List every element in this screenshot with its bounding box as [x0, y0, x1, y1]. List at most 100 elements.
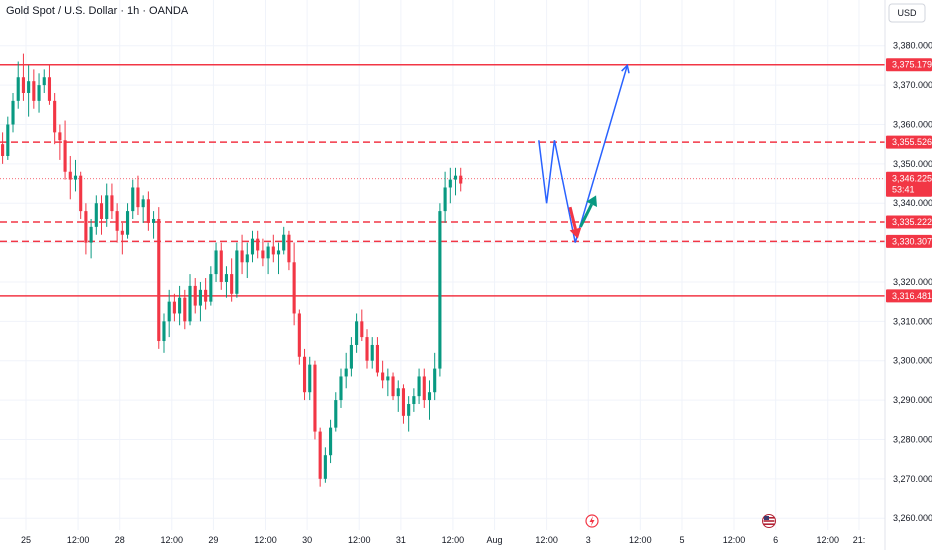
up-arrow-head: [586, 195, 598, 207]
x-tick-label: 29: [208, 535, 218, 545]
candle: [125, 203, 130, 239]
candle: [297, 309, 301, 365]
y-tick-label: 3,350.000: [893, 159, 932, 169]
horizontal-levels: [0, 63, 885, 297]
candle: [204, 278, 208, 310]
candle: [167, 289, 171, 338]
candle-body: [401, 388, 406, 416]
candle: [407, 396, 411, 432]
candle-body: [407, 404, 411, 416]
candle-body: [339, 376, 343, 401]
x-tick-label: 12:00: [442, 535, 465, 545]
candle: [178, 285, 182, 326]
time-axis[interactable]: 25 12:00 28 12:00 29 12:00 30 12:00 31 12:00 Aug 12…: [21, 535, 865, 545]
candle-body: [105, 195, 109, 219]
candle: [438, 203, 442, 377]
level-price-text: 3,355.526: [892, 137, 932, 147]
candle: [84, 203, 88, 255]
candle-body: [32, 81, 36, 101]
candle: [136, 175, 140, 216]
candle-body: [21, 77, 25, 93]
candle-body: [297, 313, 301, 357]
candle-body: [79, 175, 83, 212]
candle: [375, 337, 379, 377]
candle: [323, 447, 327, 483]
candle-body: [167, 301, 171, 322]
candle: [27, 65, 31, 117]
level-price-tag: [886, 234, 932, 248]
up-arrow-shaft: [579, 203, 593, 228]
candle: [412, 388, 416, 412]
y-tick-label: 3,370.000: [893, 80, 932, 90]
candle: [235, 242, 239, 298]
price-axis[interactable]: 3,380.000 3,370.000 3,360.000 3,350.000 3,34…: [893, 41, 932, 523]
y-tick-label: 3,280.000: [893, 434, 932, 444]
candle: [261, 238, 265, 267]
candle: [396, 380, 400, 412]
candle-body: [313, 364, 317, 432]
level-price-text: 3,316.481: [892, 291, 932, 301]
projection-drawings: [538, 63, 630, 243]
candle-body: [292, 262, 296, 314]
candle: [6, 116, 10, 160]
x-tick-label: 6: [773, 535, 778, 545]
currency-button[interactable]: USD: [888, 3, 926, 23]
current-price-text: 3,346.225: [892, 174, 932, 184]
candle-body: [240, 250, 244, 263]
flash-event-icon[interactable]: [585, 514, 599, 528]
candle-body: [99, 203, 104, 219]
candle-body: [6, 124, 10, 156]
candle-body: [37, 85, 41, 101]
candle: [250, 230, 255, 263]
candle: [349, 337, 353, 377]
candle: [209, 266, 213, 306]
candle-body: [27, 81, 31, 93]
candle: [32, 69, 36, 109]
candle: [1, 132, 5, 164]
us-flag-icon[interactable]: [762, 514, 776, 528]
level-price-tag: [886, 289, 932, 303]
candle: [193, 278, 197, 314]
y-tick-label: 3,380.000: [893, 41, 932, 51]
candle: [131, 179, 135, 219]
candle-body: [271, 246, 275, 255]
level-price-text: 3,335.222: [892, 217, 932, 227]
candle-body: [120, 230, 124, 235]
currency-label: USD: [897, 8, 917, 18]
candle-body: [433, 368, 437, 393]
y-tick-label: 3,320.000: [893, 277, 932, 287]
candle: [146, 191, 150, 231]
candle: [47, 65, 52, 105]
candle: [365, 329, 369, 369]
candle: [443, 171, 447, 223]
candle-body: [308, 364, 312, 393]
down-arrow-head: [569, 227, 582, 239]
candle-body: [443, 187, 447, 212]
x-tick-label: 12:00: [161, 535, 184, 545]
x-tick-label: 12:00: [348, 535, 371, 545]
candle-body: [302, 356, 307, 393]
candle: [21, 53, 25, 101]
candle-body: [152, 218, 156, 223]
candle-body: [323, 455, 327, 479]
candle-body: [42, 77, 46, 86]
candle-body: [141, 199, 145, 208]
candle-body: [178, 297, 182, 314]
candle-body: [334, 400, 338, 428]
candle: [287, 230, 291, 271]
candle: [162, 313, 166, 353]
candle: [448, 167, 452, 204]
y-tick-label: 3,310.000: [893, 316, 932, 326]
projection-path: [538, 65, 629, 243]
candle: [370, 337, 374, 369]
candle-body: [209, 274, 213, 302]
candle-body: [261, 250, 265, 259]
candle-body: [47, 77, 52, 101]
candle-body: [16, 77, 20, 101]
projection-arrowhead: [621, 63, 630, 74]
candle-body: [157, 218, 161, 342]
candle-body: [1, 144, 5, 156]
candle-body: [136, 187, 140, 208]
candle: [266, 242, 270, 275]
